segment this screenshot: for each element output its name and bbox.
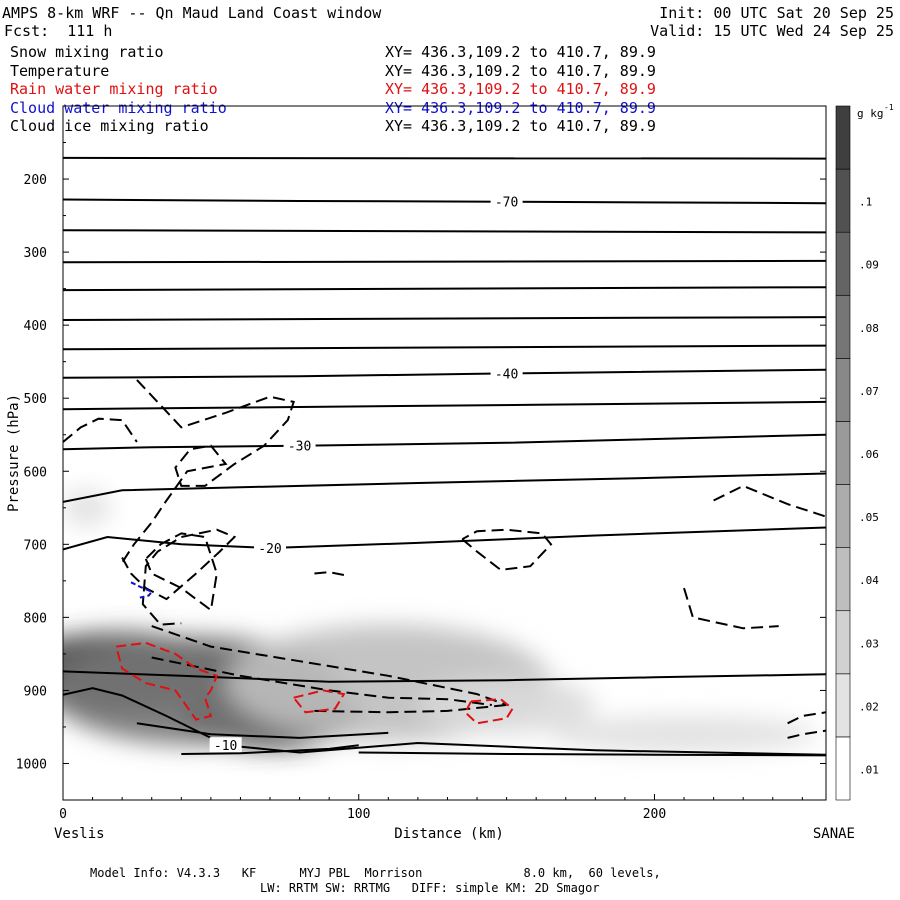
temperature-contour: [63, 526, 826, 551]
field-rain-name: Rain water mixing ratio: [10, 80, 218, 98]
model-info-line1: Model Info: V4.3.3 KF MYJ PBL Morrison 8…: [90, 866, 661, 880]
colorbar-tick-label: .05: [859, 511, 879, 524]
colorbar-segment: [835, 736, 851, 801]
x-tick-label: 100: [347, 807, 370, 822]
colorbar-tick-label: .04: [859, 574, 879, 587]
snow-shading-blob: [550, 715, 818, 753]
cloud-ice-contour: [144, 532, 218, 612]
y-axis-label: Pressure (hPa): [6, 394, 22, 512]
cloud-ice-contour: [461, 528, 553, 571]
x-axis-label: Distance (km): [394, 826, 504, 842]
cloud-ice-contour: [713, 484, 826, 518]
x-tick-label: 0: [59, 807, 67, 822]
temperature-label-bg: [209, 737, 242, 753]
init-time: Init: 00 UTC Sat 20 Sep 25: [659, 4, 894, 22]
temperature-contour: [63, 368, 826, 379]
colorbar-tick-label: .01: [859, 763, 879, 776]
cloud-ice-contour: [787, 711, 826, 725]
colorbar-segment: [835, 421, 851, 485]
colorbar-tick-label: .09: [859, 259, 879, 272]
cloud-ice-contour: [787, 729, 826, 739]
rain-water-contour: [115, 641, 219, 721]
cloud-ice-contour: [683, 587, 779, 630]
y-tick-label: 800: [24, 611, 47, 626]
colorbar-segment: [835, 484, 851, 548]
field-cloudwater-xy: XY= 436.3,109.2 to 410.7, 89.9: [385, 99, 656, 117]
temperature-contour: [63, 156, 826, 160]
chart-title: AMPS 8-km WRF -- Qn Maud Land Coast wind…: [2, 4, 382, 22]
temperature-contour: [63, 433, 826, 451]
colorbar-units: g kg: [857, 107, 884, 120]
colorbar-segment: [835, 673, 851, 738]
colorbar-tick-label: .06: [859, 448, 879, 461]
cross-section-chart: -70-40-30-20-10 200300400500600700800900…: [6, 103, 894, 842]
y-tick-label: 600: [24, 465, 47, 480]
field-cloudwater-name: Cloud water mixing ratio: [10, 99, 227, 117]
temperature-contour: [63, 400, 826, 411]
forecast-hour: Fcst: 111 h: [4, 22, 113, 40]
colorbar-tick-label: .08: [859, 322, 879, 335]
temperature-contour-label: -70: [495, 196, 518, 211]
field-snow-name: Snow mixing ratio: [10, 43, 164, 61]
x-start-label: Veslis: [54, 826, 105, 842]
colorbar-segment: [835, 231, 851, 296]
temperature-label-bg: [490, 365, 523, 381]
colorbar-segment: [835, 547, 851, 612]
temperature-label-bg: [490, 193, 523, 209]
cloud-ice-contour: [121, 379, 295, 564]
temperature-contour: [136, 722, 389, 739]
colorbar-tick-label: .1: [859, 196, 872, 209]
cloud-ice-contour: [314, 571, 345, 576]
y-tick-label: 200: [24, 173, 47, 188]
cloud-ice-contour: [63, 417, 138, 443]
temperature-contour: [63, 259, 826, 264]
temperature-contour: [63, 229, 826, 234]
field-cloudice-xy: XY= 436.3,109.2 to 410.7, 89.9: [385, 117, 656, 135]
temperature-contour: [63, 316, 826, 321]
cloud-ice-contour: [151, 656, 492, 706]
cloud-ice-contour: [314, 704, 507, 714]
cloud-water-contour: [130, 581, 154, 599]
y-tick-label: 1000: [16, 757, 47, 772]
temperature-contour-label: -40: [495, 367, 518, 382]
field-rain-xy: XY= 436.3,109.2 to 410.7, 89.9: [385, 80, 656, 98]
temperature-label-bg: [283, 437, 316, 453]
colorbar-segment: [835, 610, 851, 675]
colorbar-tick-label: .02: [859, 700, 879, 713]
temperature-contour: [63, 286, 826, 292]
y-tick-label: 700: [24, 538, 47, 553]
y-tick-label: 900: [24, 684, 47, 699]
x-tick-label: 200: [643, 807, 666, 822]
colorbar-segment: [835, 294, 851, 359]
plot-frame: [62, 105, 827, 801]
temperature-label-bg: [254, 539, 287, 555]
colorbar-segment: [835, 358, 851, 422]
field-temperature-name: Temperature: [10, 62, 110, 80]
temperature-contour: [63, 344, 826, 351]
colorbar-units-exp: -1: [884, 103, 894, 112]
x-end-label: SANAE: [813, 826, 855, 842]
valid-time: Valid: 15 UTC Wed 24 Sep 25: [650, 22, 894, 40]
temperature-contour-label: -10: [214, 739, 237, 754]
temperature-contour: [63, 198, 826, 205]
temperature-contour: [181, 744, 359, 755]
temperature-contour-label: -30: [288, 440, 311, 455]
temperature-contour: [63, 472, 826, 503]
colorbar-segment: [835, 105, 851, 170]
y-tick-label: 500: [24, 392, 47, 407]
y-tick-label: 300: [24, 246, 47, 261]
field-cloudice-name: Cloud ice mixing ratio: [10, 117, 209, 135]
model-info-line2: LW: RRTM SW: RRTMG DIFF: simple KM: 2D S…: [260, 881, 600, 895]
colorbar-tick-label: .07: [859, 385, 879, 398]
field-snow-xy: XY= 436.3,109.2 to 410.7, 89.9: [385, 43, 656, 61]
y-tick-label: 400: [24, 319, 47, 334]
colorbar-tick-label: .03: [859, 637, 879, 650]
temperature-contour: [358, 751, 826, 757]
colorbar-segment: [835, 168, 851, 233]
temperature-contour-label: -20: [258, 542, 281, 557]
field-temperature-xy: XY= 436.3,109.2 to 410.7, 89.9: [385, 62, 656, 80]
